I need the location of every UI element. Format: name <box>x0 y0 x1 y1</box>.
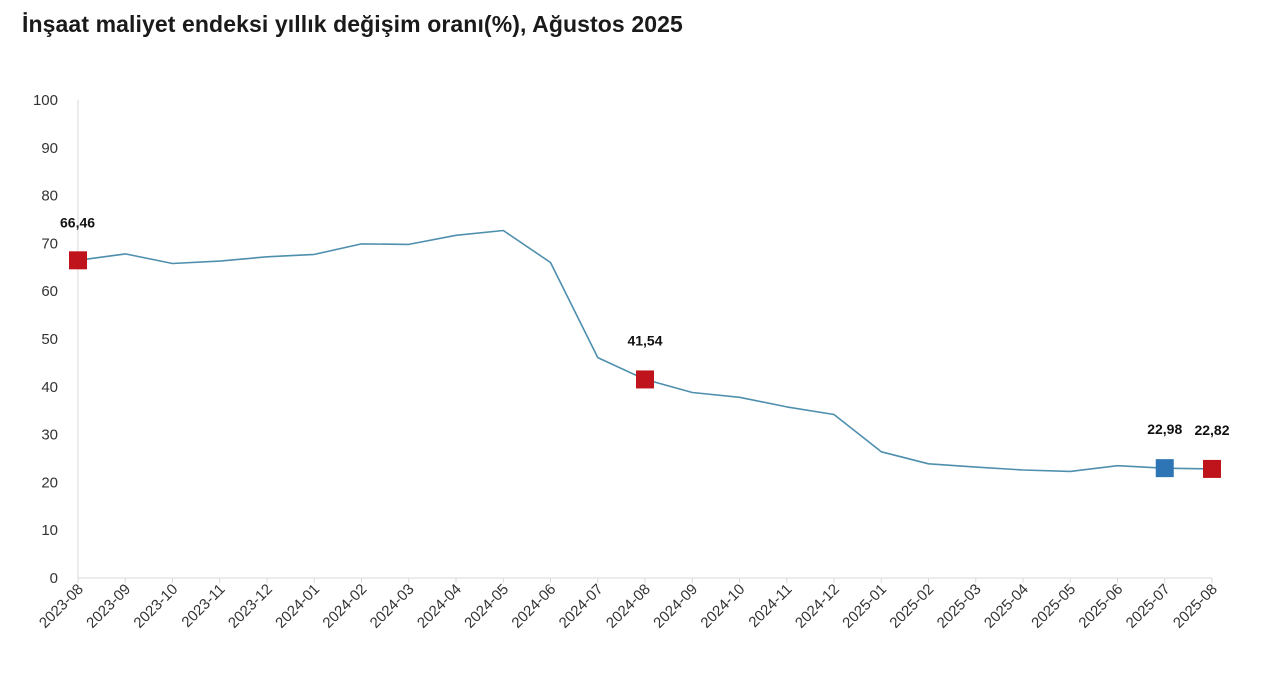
x-tick-label: 2024-08 <box>603 581 654 632</box>
y-tick-label: 60 <box>41 283 58 300</box>
x-tick-label: 2024-03 <box>367 581 418 632</box>
x-tick-label: 2024-11 <box>745 581 795 631</box>
highlight-marker <box>69 251 87 270</box>
label-layer: 66,46 41,54 22,98 22,82 <box>60 214 1230 438</box>
y-tick-label: 50 <box>41 331 58 348</box>
x-tick-label: 2023-10 <box>130 581 181 632</box>
data-label: 66,46 <box>60 214 95 230</box>
y-tick-label: 30 <box>41 427 58 444</box>
y-tick-label: 10 <box>41 522 58 539</box>
chart-title: İnşaat maliyet endeksi yıllık değişim or… <box>22 11 683 37</box>
x-axis: 2023-082023-092023-102023-112023-122024-… <box>36 577 1221 632</box>
x-tick-label: 2025-08 <box>1170 581 1221 632</box>
data-label: 41,54 <box>627 332 662 348</box>
y-tick-label: 100 <box>33 92 58 109</box>
x-tick-label: 2024-04 <box>414 581 465 632</box>
y-tick-label: 20 <box>41 474 58 491</box>
x-tick-label: 2025-03 <box>934 581 985 632</box>
highlight-marker <box>1155 459 1174 478</box>
data-label: 22,82 <box>1194 422 1229 438</box>
x-tick-label: 2025-05 <box>1028 581 1079 632</box>
x-tick-label: 2024-12 <box>792 581 843 632</box>
y-tick-label: 70 <box>41 235 58 252</box>
x-tick-label: 2025-02 <box>886 581 937 632</box>
x-tick-label: 2024-07 <box>556 581 607 632</box>
series-line <box>77 229 1213 473</box>
highlight-marker <box>636 370 654 389</box>
x-tick-label: 2025-01 <box>839 581 890 632</box>
x-tick-label: 2024-06 <box>508 581 559 632</box>
y-tick-label: 40 <box>41 379 58 396</box>
marker-layer <box>69 251 1221 478</box>
x-tick-label: 2024-01 <box>272 581 323 632</box>
x-tick-label: 2024-02 <box>319 581 370 632</box>
x-tick-label: 2025-04 <box>981 581 1032 632</box>
series-layer <box>77 229 1213 473</box>
y-tick-label: 90 <box>41 140 58 157</box>
x-tick-label: 2024-05 <box>461 581 512 632</box>
x-tick-label: 2023-09 <box>83 581 134 632</box>
x-tick-label: 2023-08 <box>36 581 87 632</box>
y-tick-label: 0 <box>50 570 58 587</box>
x-tick-label: 2024-10 <box>697 581 748 632</box>
y-tick-label: 80 <box>41 188 58 205</box>
highlight-marker <box>1203 459 1221 478</box>
y-axis: 0 10 20 30 40 50 60 70 80 90 100 <box>33 92 79 587</box>
data-label: 22,98 <box>1147 421 1182 437</box>
x-tick-label: 2023-11 <box>178 581 228 631</box>
x-tick-label: 2025-07 <box>1123 581 1174 632</box>
x-tick-label: 2023-12 <box>225 581 276 632</box>
x-tick-label: 2024-09 <box>650 581 701 632</box>
x-tick-label: 2025-06 <box>1075 581 1126 632</box>
